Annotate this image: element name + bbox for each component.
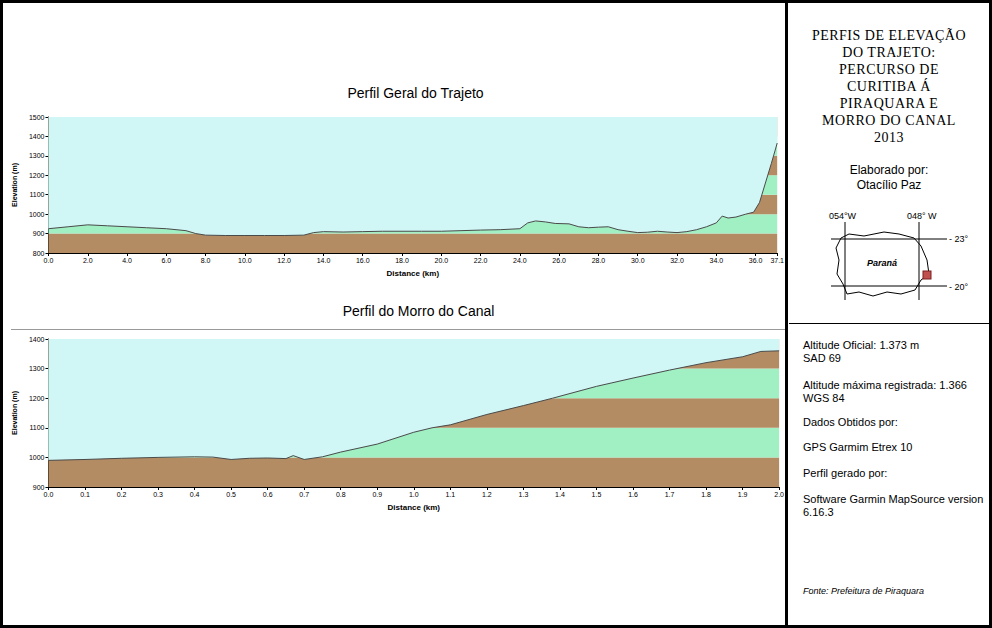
svg-text:2.0: 2.0 (83, 257, 93, 264)
svg-text:1100: 1100 (29, 191, 44, 198)
svg-text:2.0: 2.0 (774, 491, 784, 498)
svg-text:Paraná: Paraná (867, 258, 897, 268)
svg-text:34.0: 34.0 (709, 257, 723, 264)
svg-text:0.1: 0.1 (80, 491, 90, 498)
html-text:Altitude máxima registrada: 1.: Altitude máxima registrada: 1.366 (803, 379, 967, 391)
svg-text:10.0: 10.0 (238, 257, 252, 264)
svg-text:0.3: 0.3 (153, 491, 163, 498)
svg-text:0.2: 0.2 (117, 491, 127, 498)
html-text:Software Garmin MapSource vers: Software Garmin MapSource version 6.16.3 (803, 493, 984, 518)
svg-text:1500: 1500 (29, 114, 45, 121)
svg-text:1400: 1400 (29, 336, 45, 343)
svg-text:1300: 1300 (29, 152, 45, 159)
svg-text:1.9: 1.9 (738, 491, 748, 498)
svg-text:20.0: 20.0 (434, 257, 448, 264)
svg-text:Elevation (m): Elevation (m) (11, 391, 19, 435)
svg-text:Elevation (m): Elevation (m) (11, 163, 19, 207)
svg-text:Perfil do Morro do Canal: Perfil do Morro do Canal (343, 303, 495, 319)
svg-text:1100: 1100 (29, 424, 44, 431)
html-text:Dados Obtidos por:: Dados Obtidos por: (803, 416, 898, 428)
svg-text:12.0: 12.0 (277, 257, 291, 264)
html-text:PERFIS DE ELEVAÇÃO: PERFIS DE ELEVAÇÃO (811, 28, 967, 43)
html-text:CURITIBA Á: CURITIBA Á (847, 79, 931, 94)
svg-text:1.3: 1.3 (519, 491, 529, 498)
svg-text:1300: 1300 (29, 365, 45, 372)
svg-text:1200: 1200 (29, 395, 45, 402)
svg-text:4.0: 4.0 (122, 257, 132, 264)
html-text:PIRAQUARA E: PIRAQUARA E (839, 96, 939, 111)
svg-text:30.0: 30.0 (631, 257, 645, 264)
svg-text:0.6: 0.6 (263, 491, 273, 498)
html-text:Otacílio Paz: Otacílio Paz (856, 178, 922, 192)
svg-text:0.4: 0.4 (190, 491, 200, 498)
svg-text:0.7: 0.7 (299, 491, 309, 498)
html-text:DO TRAJETO:: DO TRAJETO: (842, 45, 936, 60)
html-text:WGS 84: WGS 84 (803, 392, 845, 404)
svg-text:1000: 1000 (29, 454, 45, 461)
svg-text:1200: 1200 (29, 172, 45, 179)
svg-text:Distance (km): Distance (km) (387, 269, 440, 278)
svg-text:1.1: 1.1 (445, 491, 455, 498)
html-text:PERCURSO DE: PERCURSO DE (839, 62, 939, 77)
svg-text:800: 800 (33, 250, 45, 257)
html-text:Fonte: Prefeitura de Piraquara: Fonte: Prefeitura de Piraquara (803, 586, 925, 596)
html-text:MORRO DO CANAL: MORRO DO CANAL (822, 113, 956, 128)
svg-text:28.0: 28.0 (592, 257, 606, 264)
svg-text:14.0: 14.0 (317, 257, 331, 264)
svg-text:1.0: 1.0 (409, 491, 419, 498)
svg-text:8.0: 8.0 (201, 257, 211, 264)
svg-text:1.4: 1.4 (555, 491, 565, 498)
html-text:SAD 69: SAD 69 (803, 352, 841, 364)
svg-text:Distance (km): Distance (km) (388, 503, 441, 512)
svg-text:- 23°: - 23° (949, 234, 969, 244)
svg-text:900: 900 (33, 484, 45, 491)
svg-text:32.0: 32.0 (670, 257, 684, 264)
svg-text:37.1: 37.1 (770, 257, 784, 264)
svg-text:1.8: 1.8 (701, 491, 711, 498)
svg-text:26.0: 26.0 (552, 257, 566, 264)
svg-text:0.0: 0.0 (44, 491, 54, 498)
html-text:Elaborado por:: Elaborado por: (849, 163, 929, 177)
html-text:Perfil gerado por:: Perfil gerado por: (803, 467, 888, 479)
svg-text:1.7: 1.7 (665, 491, 675, 498)
html-text:Altitude Oficial: 1.373 m: Altitude Oficial: 1.373 m (803, 339, 920, 351)
svg-text:- 20°: - 20° (949, 282, 969, 292)
svg-text:16.0: 16.0 (356, 257, 370, 264)
svg-text:22.0: 22.0 (474, 257, 488, 264)
svg-text:1.5: 1.5 (592, 491, 602, 498)
svg-text:Perfil Geral do Trajeto: Perfil Geral do Trajeto (347, 85, 483, 101)
svg-text:18.0: 18.0 (395, 257, 409, 264)
svg-text:0.8: 0.8 (336, 491, 346, 498)
html-text:GPS Garmim Etrex 10: GPS Garmim Etrex 10 (803, 441, 913, 453)
svg-text:048° W: 048° W (907, 211, 937, 221)
svg-text:1000: 1000 (29, 211, 45, 218)
svg-text:36.0: 36.0 (749, 257, 763, 264)
html-text:2013: 2013 (874, 130, 904, 145)
svg-text:24.0: 24.0 (513, 257, 527, 264)
svg-text:1.6: 1.6 (628, 491, 638, 498)
svg-text:1.2: 1.2 (482, 491, 492, 498)
svg-text:900: 900 (33, 230, 45, 237)
svg-text:0.9: 0.9 (372, 491, 382, 498)
svg-text:0.0: 0.0 (44, 257, 54, 264)
svg-text:1400: 1400 (29, 133, 45, 140)
svg-text:0.5: 0.5 (226, 491, 236, 498)
svg-text:6.0: 6.0 (161, 257, 171, 264)
svg-text:054°W: 054°W (829, 211, 857, 221)
